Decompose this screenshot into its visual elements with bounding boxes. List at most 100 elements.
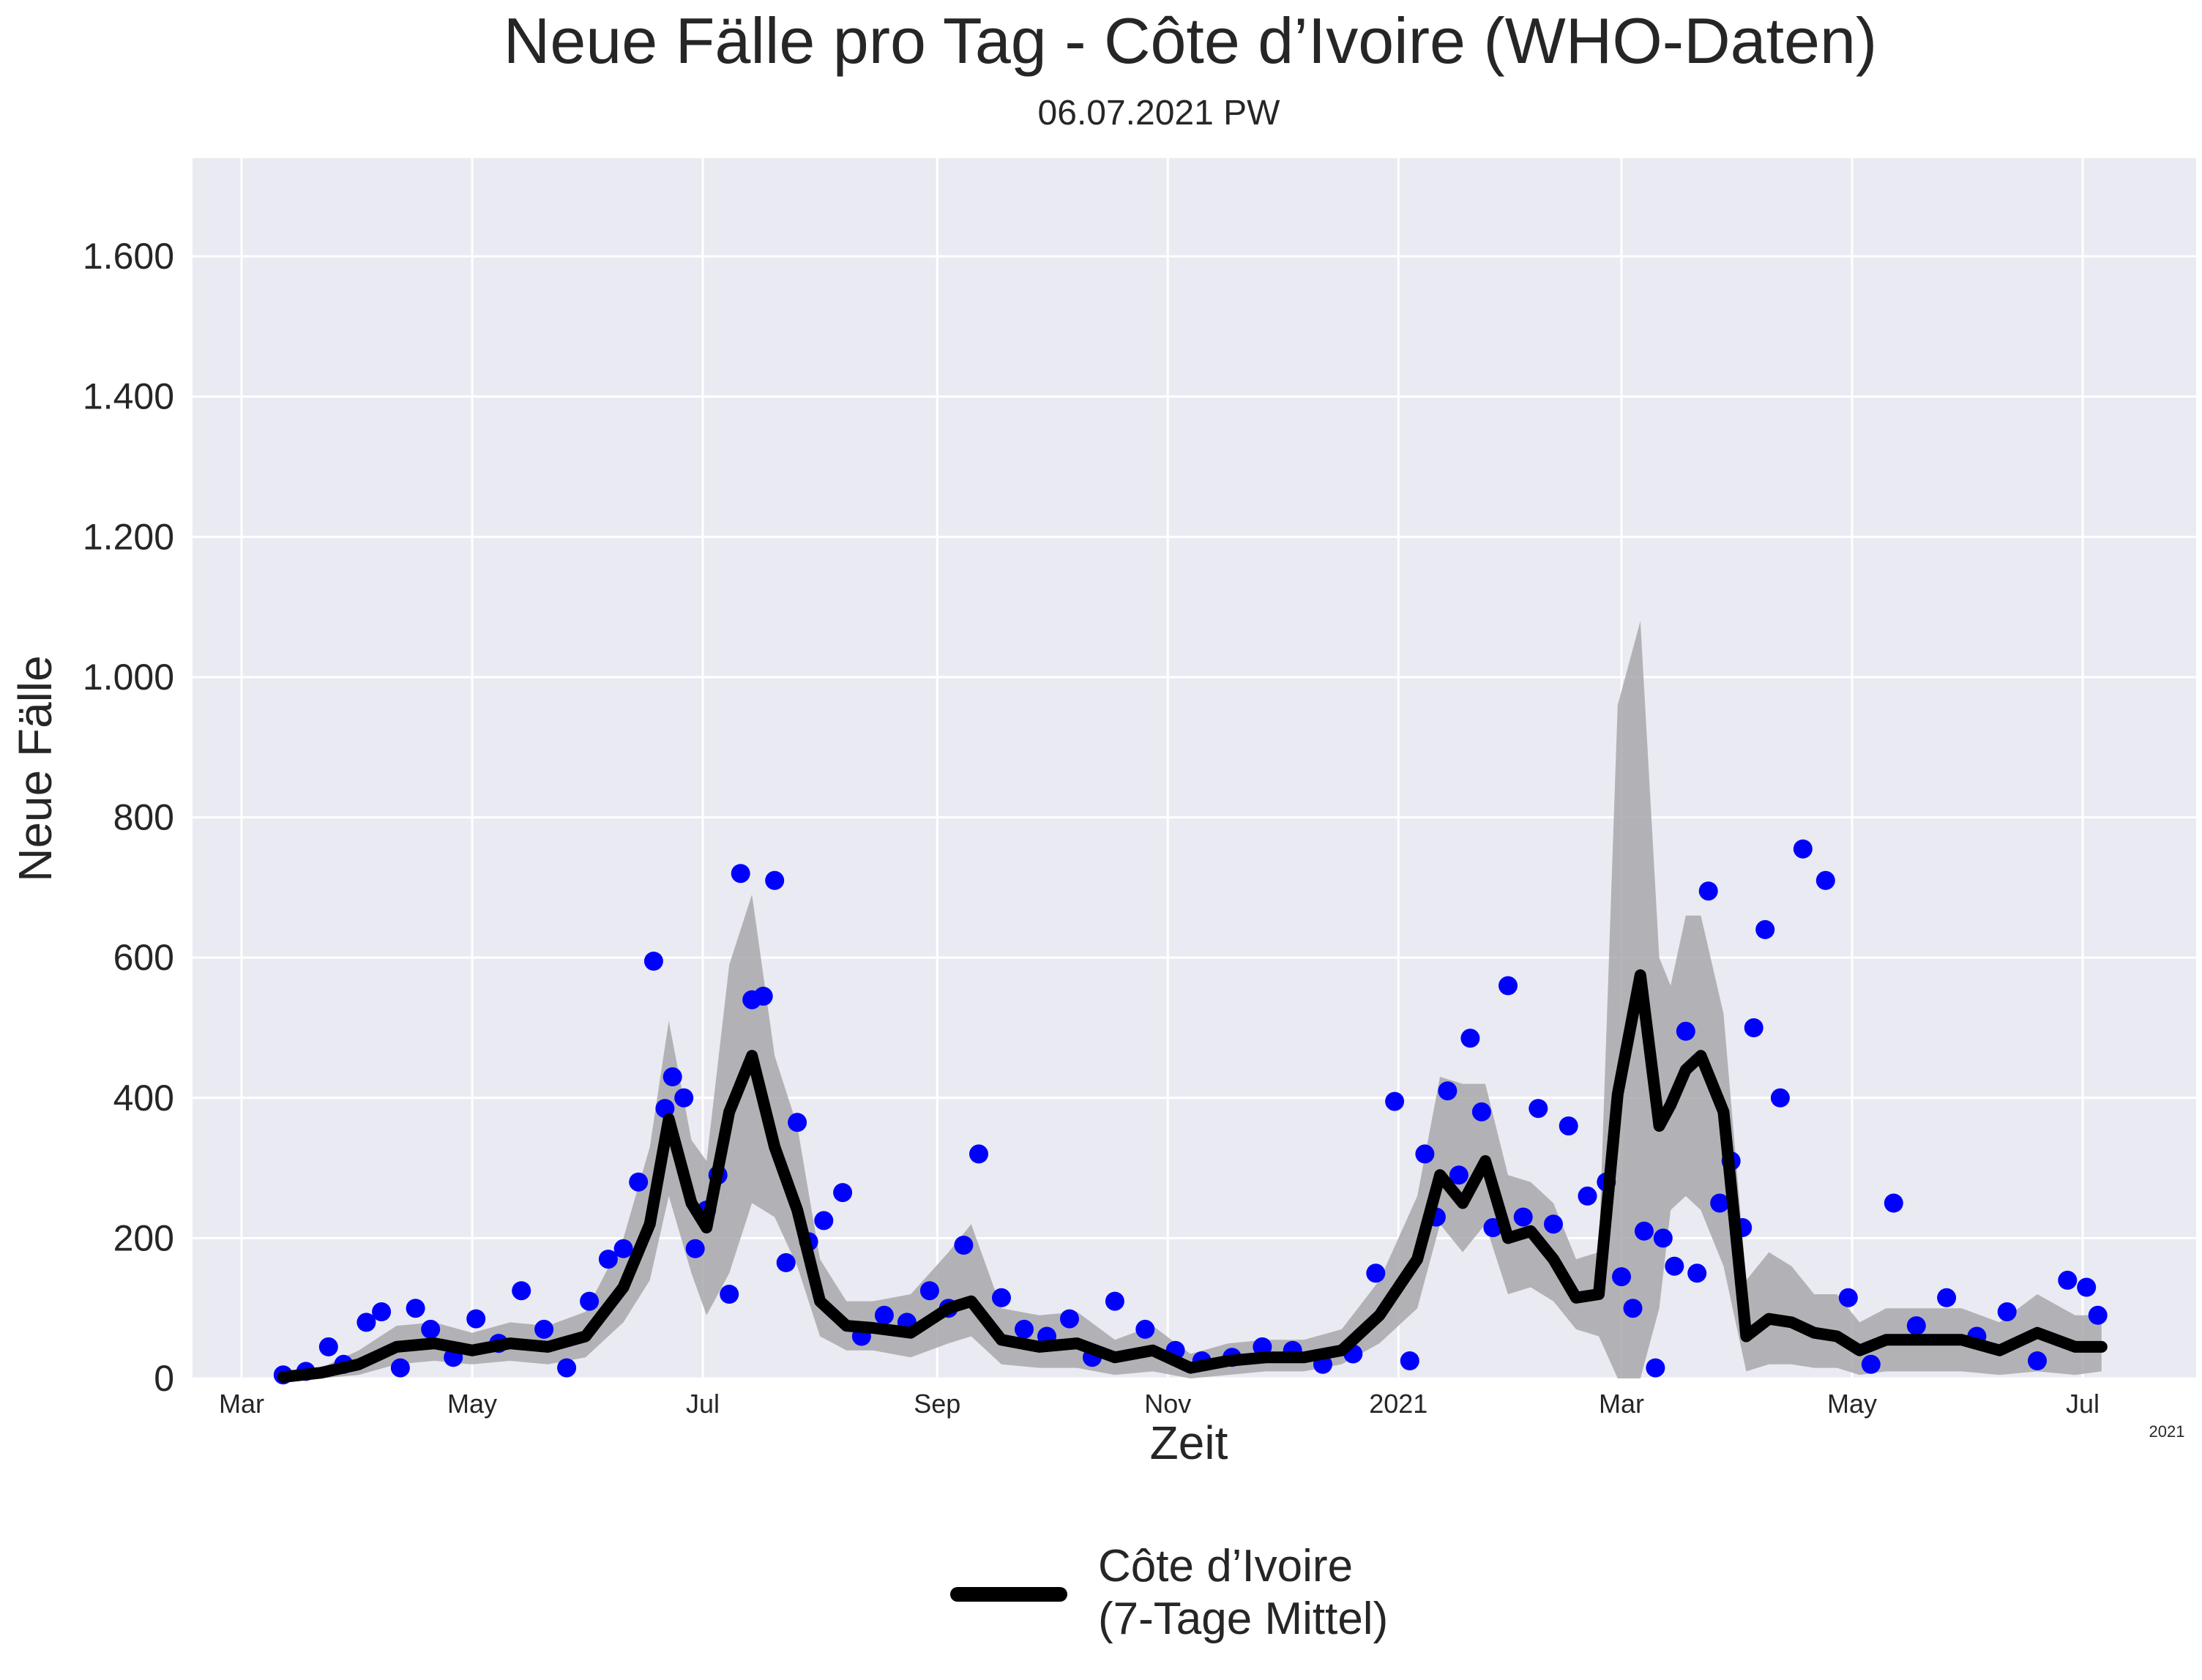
daily-case-point bbox=[1400, 1351, 1419, 1370]
daily-case-point bbox=[1559, 1116, 1578, 1136]
daily-case-point bbox=[1415, 1144, 1435, 1164]
daily-case-point bbox=[788, 1113, 807, 1132]
daily-case-point bbox=[1449, 1165, 1468, 1185]
y-tick-label: 800 bbox=[113, 797, 174, 838]
daily-case-point bbox=[357, 1313, 376, 1332]
daily-case-point bbox=[1906, 1316, 1926, 1336]
rolling-mean-line bbox=[277, 969, 2108, 1384]
daily-case-point bbox=[629, 1172, 649, 1192]
daily-case-point bbox=[720, 1285, 739, 1304]
legend-label: Côte d’Ivoire (7-Tage Mittel) bbox=[1098, 1541, 1388, 1644]
legend-label-line: Côte d’Ivoire bbox=[1098, 1541, 1353, 1591]
daily-case-point bbox=[753, 986, 773, 1006]
daily-case-point bbox=[992, 1288, 1011, 1307]
y-axis-label: Neue Fälle bbox=[9, 655, 61, 882]
daily-case-point bbox=[2088, 1305, 2108, 1325]
daily-case-point bbox=[1884, 1193, 1903, 1213]
y-tick-label: 0 bbox=[154, 1358, 174, 1399]
daily-case-point bbox=[833, 1183, 853, 1203]
daily-case-point bbox=[1793, 839, 1813, 859]
daily-case-point bbox=[1634, 1221, 1654, 1241]
plot-area bbox=[193, 158, 2196, 1378]
daily-cases-points bbox=[273, 839, 2108, 1385]
daily-case-point bbox=[1612, 1267, 1631, 1287]
x-tick-label: Jul bbox=[2066, 1389, 2100, 1419]
x-tick-label: Nov bbox=[1144, 1389, 1191, 1419]
daily-case-point bbox=[318, 1337, 338, 1356]
daily-case-point bbox=[613, 1239, 633, 1258]
daily-case-point bbox=[2077, 1277, 2097, 1297]
x-tick-label: Sep bbox=[914, 1389, 960, 1419]
daily-case-point bbox=[1653, 1228, 1673, 1248]
daily-case-point bbox=[2058, 1270, 2078, 1290]
daily-case-point bbox=[1997, 1302, 2017, 1321]
daily-case-point bbox=[1710, 1193, 1730, 1213]
daily-case-point bbox=[1366, 1263, 1386, 1283]
daily-case-point bbox=[1385, 1091, 1405, 1111]
daily-case-point bbox=[1135, 1319, 1155, 1339]
daily-case-point bbox=[1105, 1291, 1124, 1311]
x-offset-label: 2021 bbox=[2149, 1422, 2185, 1441]
daily-case-point bbox=[969, 1144, 988, 1164]
daily-case-point bbox=[372, 1302, 392, 1321]
daily-case-point bbox=[466, 1309, 486, 1329]
daily-case-point bbox=[954, 1236, 974, 1255]
y-tick-label: 600 bbox=[113, 937, 174, 978]
x-tick-label: Mar bbox=[1599, 1389, 1644, 1419]
daily-case-point bbox=[1770, 1088, 1790, 1108]
rolling-mean-layer bbox=[277, 969, 2108, 1384]
x-tick-label: Mar bbox=[219, 1389, 264, 1419]
grid-lines bbox=[193, 158, 2196, 1380]
confidence-band-layer bbox=[283, 621, 2102, 1378]
daily-case-point bbox=[1838, 1288, 1858, 1307]
daily-case-point bbox=[765, 870, 785, 890]
daily-case-point bbox=[1544, 1214, 1563, 1234]
y-tick-label: 1.200 bbox=[83, 516, 174, 557]
daily-case-point bbox=[1687, 1263, 1707, 1283]
chart-subtitle: 06.07.2021 PW bbox=[1038, 94, 1281, 132]
daily-case-point bbox=[643, 952, 663, 971]
daily-case-point bbox=[406, 1299, 425, 1318]
y-tick-label: 1.600 bbox=[83, 236, 174, 277]
daily-case-point bbox=[919, 1281, 939, 1301]
daily-case-point bbox=[1698, 881, 1718, 901]
x-tick-label: May bbox=[447, 1389, 497, 1419]
daily-case-point bbox=[421, 1319, 441, 1339]
x-axis-ticks: Mar May Jul Sep Nov 2021 Mar May Jul bbox=[219, 1389, 2100, 1419]
x-tick-label: 2021 bbox=[1369, 1389, 1427, 1419]
daily-case-point bbox=[1060, 1309, 1079, 1329]
legend: Côte d’Ivoire (7-Tage Mittel) bbox=[950, 1541, 1388, 1644]
daily-case-point bbox=[1578, 1186, 1597, 1206]
daily-case-point bbox=[776, 1252, 796, 1272]
daily-case-point bbox=[731, 864, 750, 884]
x-tick-label: May bbox=[1827, 1389, 1877, 1419]
y-tick-label: 1.400 bbox=[83, 376, 174, 417]
daily-case-point bbox=[1744, 1018, 1764, 1037]
x-axis-label: Zeit bbox=[1150, 1416, 1228, 1469]
confidence-band bbox=[283, 621, 2102, 1378]
y-tick-label: 1.000 bbox=[83, 657, 174, 698]
daily-case-point bbox=[580, 1291, 600, 1311]
daily-case-point bbox=[1471, 1102, 1491, 1121]
chart-title: Neue Fälle pro Tag - Côte d’Ivoire (WHO-… bbox=[504, 4, 1877, 77]
daily-case-point bbox=[1529, 1099, 1548, 1119]
daily-case-point bbox=[674, 1088, 694, 1108]
daily-case-point bbox=[1513, 1207, 1533, 1227]
daily-case-point bbox=[1623, 1299, 1643, 1318]
daily-case-point bbox=[814, 1211, 834, 1231]
daily-case-point bbox=[512, 1281, 531, 1301]
daily-case-point bbox=[534, 1319, 554, 1339]
y-axis-ticks: 0 200 400 600 800 1.000 1.200 1.400 1.600 bbox=[83, 236, 174, 1399]
daily-case-point bbox=[1676, 1021, 1695, 1041]
daily-case-point bbox=[2028, 1351, 2047, 1370]
daily-case-point bbox=[390, 1358, 410, 1378]
daily-case-point bbox=[685, 1239, 705, 1258]
daily-case-point bbox=[1937, 1288, 1957, 1307]
y-tick-label: 200 bbox=[113, 1217, 174, 1258]
daily-case-point bbox=[1861, 1354, 1881, 1374]
daily-case-point bbox=[1499, 976, 1518, 996]
daily-case-point bbox=[1646, 1358, 1665, 1378]
daily-case-point bbox=[1438, 1081, 1458, 1101]
daily-case-point bbox=[1460, 1028, 1480, 1048]
daily-case-point bbox=[1755, 919, 1775, 939]
